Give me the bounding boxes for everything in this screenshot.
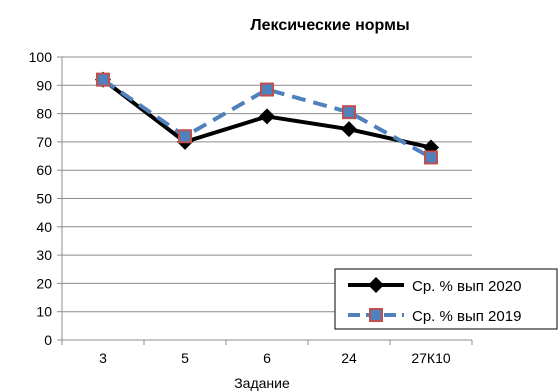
y-tick-label: 20 xyxy=(36,275,52,291)
y-tick-label: 90 xyxy=(36,77,52,93)
series-line xyxy=(101,77,432,160)
data-point xyxy=(96,72,110,87)
x-tick-label: 24 xyxy=(341,350,357,366)
data-point xyxy=(260,82,274,97)
y-tick-label: 70 xyxy=(36,134,52,150)
x-axis-label: Задание xyxy=(234,375,290,391)
x-tick-label: 5 xyxy=(181,350,189,366)
y-tick-label: 60 xyxy=(36,162,52,178)
series-layer xyxy=(95,71,439,165)
y-tick-label: 100 xyxy=(29,49,53,65)
y-axis-ticks: 0 10 20 30 40 50 60 70 80 90 100 xyxy=(29,49,62,348)
x-axis-ticks: 3 5 6 24 27К10 xyxy=(61,340,473,366)
data-point xyxy=(424,150,438,165)
y-tick-label: 40 xyxy=(36,219,52,235)
legend: Ср. % вып 2020 Ср. % вып 2019 xyxy=(334,268,558,330)
data-point xyxy=(178,129,192,144)
legend-marker xyxy=(369,308,383,322)
data-point xyxy=(259,108,275,125)
data-point xyxy=(341,121,357,138)
x-tick-label: 27К10 xyxy=(411,350,451,366)
x-tick-label: 3 xyxy=(99,350,107,366)
y-tick-label: 50 xyxy=(36,191,52,207)
legend-label: Ср. % вып 2019 xyxy=(412,308,521,325)
legend-label: Ср. % вып 2020 xyxy=(412,278,521,295)
y-tick-label: 10 xyxy=(36,304,52,320)
x-tick-label: 6 xyxy=(263,350,271,366)
y-tick-label: 80 xyxy=(36,106,52,122)
series-2 xyxy=(96,72,438,165)
y-tick-label: 0 xyxy=(44,332,52,348)
data-point xyxy=(342,105,356,120)
y-tick-label: 30 xyxy=(36,247,52,263)
chart-title: Лексические нормы xyxy=(250,17,409,34)
legend-marker xyxy=(368,277,384,293)
